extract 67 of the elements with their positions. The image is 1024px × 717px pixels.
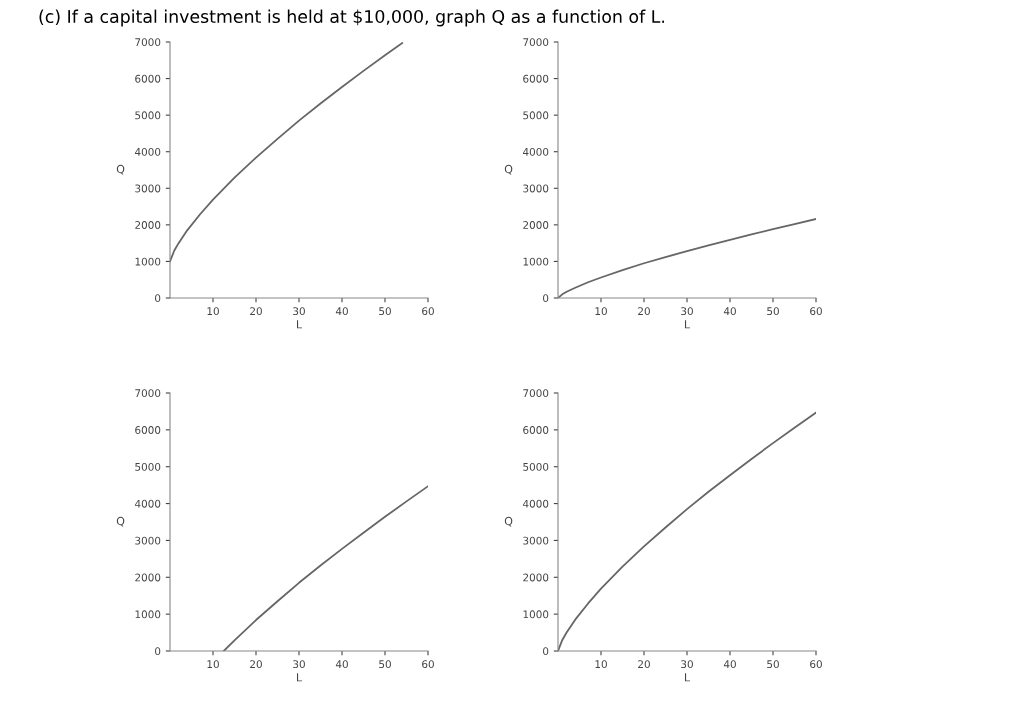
y-tick-label: 6000 xyxy=(135,426,161,434)
y-tick-label: 7000 xyxy=(135,389,161,398)
x-tick-label: 20 xyxy=(250,660,262,669)
x-tick-label: 40 xyxy=(723,660,736,669)
y-tick-label: 5000 xyxy=(523,111,549,120)
x-axis-title: L xyxy=(684,320,691,329)
y-tick-label: 5000 xyxy=(523,462,549,471)
x-tick-label: 60 xyxy=(422,307,434,316)
x-tick-label: 10 xyxy=(595,660,607,669)
x-tick-label: 30 xyxy=(681,660,693,669)
x-tick-label: 60 xyxy=(810,307,822,316)
y-tick-label: 6000 xyxy=(523,74,549,83)
x-tick-label: 10 xyxy=(207,307,219,316)
y-tick-label: 2000 xyxy=(135,221,161,229)
y-tick-label: 2000 xyxy=(135,573,161,582)
y-tick-label: 4000 xyxy=(522,499,549,508)
x-tick-label: 50 xyxy=(379,307,391,316)
x-tick-label: 10 xyxy=(595,307,607,316)
y-tick-label: 0 xyxy=(543,294,549,303)
y-tick-label: 1000 xyxy=(135,257,161,266)
y-tick-label: 0 xyxy=(155,294,161,303)
line-series xyxy=(222,485,428,651)
y-axis-title: Q xyxy=(116,164,125,175)
y-tick-label: 3000 xyxy=(135,184,161,193)
y-tick-label: 2000 xyxy=(523,221,549,229)
y-tick-label: 5000 xyxy=(135,111,161,120)
y-tick-label: 1000 xyxy=(135,610,161,619)
x-axis-title: L xyxy=(296,673,303,682)
y-axis-title: Q xyxy=(116,516,125,527)
x-tick-label: 60 xyxy=(810,660,822,669)
y-tick-label: 1000 xyxy=(523,610,549,619)
x-tick-label: 20 xyxy=(250,307,262,316)
line-series xyxy=(170,42,404,263)
x-tick-label: 30 xyxy=(293,660,305,669)
x-tick-label: 20 xyxy=(638,307,650,316)
x-tick-label: 50 xyxy=(767,307,779,316)
y-tick-label: 3000 xyxy=(523,536,549,545)
y-tick-label: 6000 xyxy=(523,426,549,434)
x-axis-title: L xyxy=(296,320,303,329)
y-axis-title: Q xyxy=(504,164,513,175)
y-tick-label: 4000 xyxy=(134,147,161,156)
y-tick-label: 7000 xyxy=(523,389,549,398)
x-tick-label: 20 xyxy=(638,660,650,669)
y-tick-label: 4000 xyxy=(134,499,161,508)
x-tick-label: 30 xyxy=(293,307,305,316)
y-tick-label: 3000 xyxy=(135,536,161,545)
y-tick-label: 2000 xyxy=(523,573,549,582)
y-tick-label: 1000 xyxy=(523,257,549,266)
x-tick-label: 40 xyxy=(335,307,348,316)
x-tick-label: 60 xyxy=(422,660,434,669)
y-tick-label: 0 xyxy=(543,647,549,656)
y-tick-label: 7000 xyxy=(135,38,161,47)
y-axis-title: Q xyxy=(504,516,513,527)
y-tick-label: 0 xyxy=(155,647,161,656)
x-tick-label: 40 xyxy=(335,660,348,669)
y-tick-label: 3000 xyxy=(523,184,549,193)
x-tick-label: 30 xyxy=(681,307,693,316)
y-tick-label: 7000 xyxy=(523,38,549,47)
x-tick-label: 40 xyxy=(723,307,736,316)
x-tick-label: 50 xyxy=(379,660,391,669)
x-tick-label: 50 xyxy=(767,660,779,669)
y-tick-label: 6000 xyxy=(135,74,161,83)
y-tick-label: 5000 xyxy=(135,462,161,471)
chart-title: (c) If a capital investment is held at $10,000, graph Q as a function of L. xyxy=(39,9,665,27)
x-tick-label: 10 xyxy=(207,660,219,669)
x-axis-title: L xyxy=(684,673,691,682)
y-tick-label: 4000 xyxy=(522,147,549,156)
